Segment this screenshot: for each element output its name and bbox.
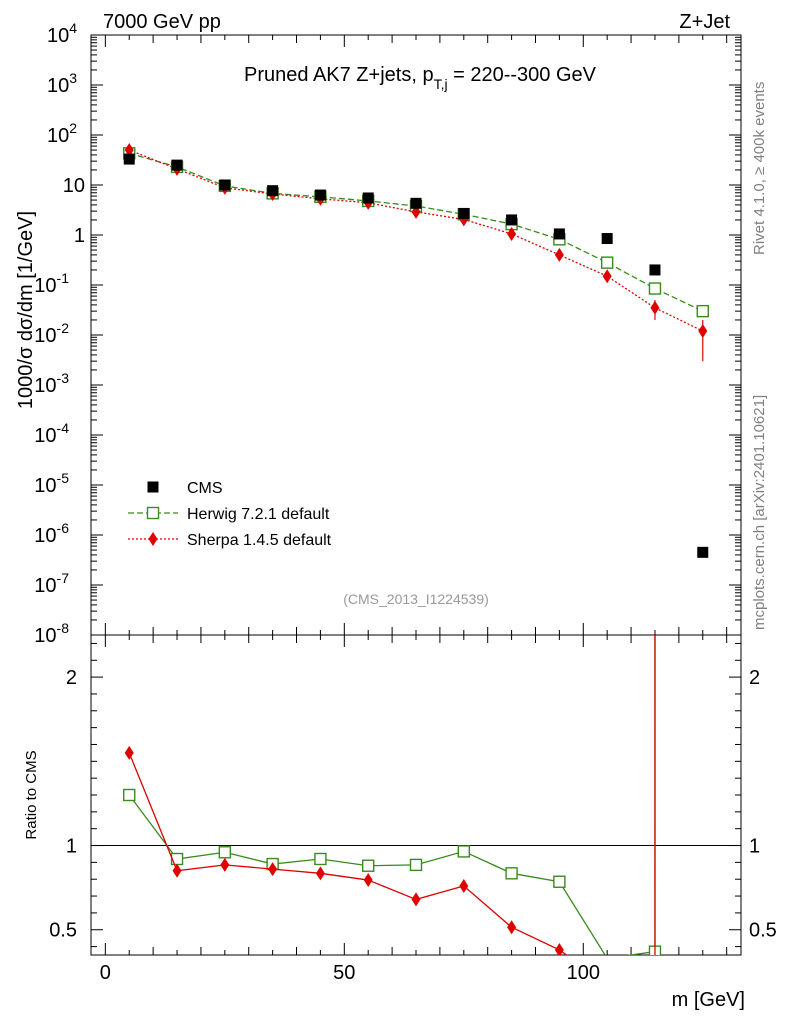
y-tick-label: 10-5 bbox=[34, 470, 69, 497]
cms-point bbox=[697, 546, 709, 558]
series-line-sherpa bbox=[128, 149, 704, 332]
ratio-point-herwig bbox=[553, 875, 566, 888]
ratio-point-sherpa bbox=[554, 942, 564, 955]
mcplots-label: mcplots.cern.ch [arXiv:2401.10621] bbox=[751, 395, 768, 630]
legend-label: Sherpa 1.4.5 default bbox=[187, 532, 332, 549]
ratio-point-herwig bbox=[409, 858, 423, 872]
y-tick-label: 1 bbox=[74, 225, 85, 247]
chart-title-subscript: T,j bbox=[434, 76, 448, 92]
analysis-tag: (CMS_2013_I1224539) bbox=[343, 591, 489, 607]
ratio-tick-label: 1 bbox=[66, 836, 77, 858]
cms-point bbox=[410, 197, 422, 209]
ratio-panel: 0 50 100 0.5 0.5 1 1 2 2 bbox=[49, 634, 777, 984]
cms-point bbox=[171, 159, 183, 171]
cms-point bbox=[553, 228, 565, 240]
cms-point bbox=[649, 264, 661, 276]
y-tick-label: 10-3 bbox=[34, 370, 69, 397]
ratio-point-herwig bbox=[314, 852, 327, 866]
y-axis-label: 1000/σ dσ/dm [1/GeV] bbox=[15, 211, 37, 409]
x-axis-label: m [GeV] bbox=[672, 989, 745, 1011]
legend-label: CMS bbox=[187, 480, 223, 497]
legend-marker-sherpa bbox=[148, 532, 158, 546]
herwig-point bbox=[696, 304, 709, 318]
y-tick-label: 102 bbox=[47, 120, 77, 147]
ratio-point-sherpa bbox=[124, 745, 134, 760]
ratio-tick-label: 0.5 bbox=[49, 920, 77, 942]
x-tick-label: 100 bbox=[567, 962, 600, 984]
y-tick-label: 10-2 bbox=[34, 320, 69, 347]
ratio-point-sherpa bbox=[411, 892, 421, 907]
legend-marker-herwig bbox=[146, 506, 160, 520]
ratio-point-sherpa bbox=[268, 862, 278, 877]
x-tick-label: 50 bbox=[333, 962, 355, 984]
cms-point bbox=[123, 153, 135, 165]
rivet-version-label: Rivet 4.1.0, ≥ 400k events bbox=[751, 82, 768, 255]
ratio-point-herwig bbox=[218, 846, 232, 859]
sherpa-point bbox=[698, 324, 708, 339]
ratio-point-sherpa bbox=[507, 920, 517, 935]
cms-point bbox=[314, 189, 326, 201]
chart-title-tail: = 220--300 GeV bbox=[448, 64, 597, 86]
main-series-group bbox=[123, 143, 709, 558]
ratio-tick-label: 2 bbox=[66, 667, 77, 689]
cms-point bbox=[362, 192, 374, 204]
cms-point bbox=[267, 185, 279, 197]
ratio-tick-label-right: 0.5 bbox=[749, 920, 777, 942]
sherpa-point bbox=[554, 247, 564, 262]
y-tick-label: 10-1 bbox=[34, 270, 69, 297]
cms-point bbox=[458, 207, 470, 219]
ratio-tick-label-right: 2 bbox=[749, 667, 760, 689]
ratio-point-herwig bbox=[123, 788, 136, 802]
herwig-point bbox=[648, 282, 662, 295]
ratio-y-axis-label: Ratio to CMS bbox=[23, 750, 40, 839]
chart-title: Pruned AK7 Z+jets, pT,j = 220--300 GeV bbox=[244, 64, 597, 92]
legend: CMS Herwig 7.2.1 default Sherpa 1.4.5 defa… bbox=[128, 480, 332, 549]
main-panel: 10-8 10-7 10-6 10-5 10-4 10-3 10-2 10-1 1 10 102 10… bbox=[34, 20, 742, 647]
ratio-series-group bbox=[123, 635, 662, 955]
sherpa-point bbox=[602, 269, 612, 284]
series-line-herwig bbox=[129, 152, 704, 312]
ratio-point-sherpa bbox=[315, 866, 325, 881]
legend-label: Herwig 7.2.1 default bbox=[187, 506, 330, 523]
sherpa-point bbox=[650, 300, 660, 315]
cms-point bbox=[506, 214, 518, 226]
header-process: 7000 GeV pp bbox=[103, 11, 221, 33]
herwig-point bbox=[600, 256, 614, 269]
y-tick-label: 104 bbox=[47, 20, 77, 47]
ratio-point-herwig bbox=[505, 867, 518, 880]
ratio-point-sherpa bbox=[220, 857, 230, 872]
y-tick-label: 103 bbox=[47, 70, 77, 97]
sherpa-point bbox=[124, 143, 134, 158]
ratio-tick-label-right: 1 bbox=[749, 836, 760, 858]
ratio-point-herwig bbox=[362, 859, 375, 872]
header-channel: Z+Jet bbox=[679, 11, 730, 33]
legend-marker-cms bbox=[147, 481, 159, 493]
y-tick-label: 10-4 bbox=[34, 420, 69, 447]
y-tick-label: 10 bbox=[63, 175, 85, 197]
ratio-frame bbox=[90, 634, 742, 956]
chart-title-main: Pruned AK7 Z+jets, p bbox=[244, 64, 434, 86]
sherpa-point bbox=[507, 226, 517, 241]
y-tick-label: 10-8 bbox=[34, 620, 69, 647]
y-tick-label: 10-7 bbox=[34, 570, 69, 597]
ratio-point-herwig bbox=[457, 845, 470, 858]
x-tick-label: 0 bbox=[100, 962, 111, 984]
ratio-point-sherpa bbox=[459, 878, 469, 893]
ratio-point-sherpa bbox=[363, 873, 373, 888]
ratio-point-sherpa bbox=[172, 863, 182, 878]
cms-point bbox=[601, 233, 613, 245]
cms-point bbox=[219, 179, 231, 191]
y-tick-label: 10-6 bbox=[34, 520, 69, 547]
